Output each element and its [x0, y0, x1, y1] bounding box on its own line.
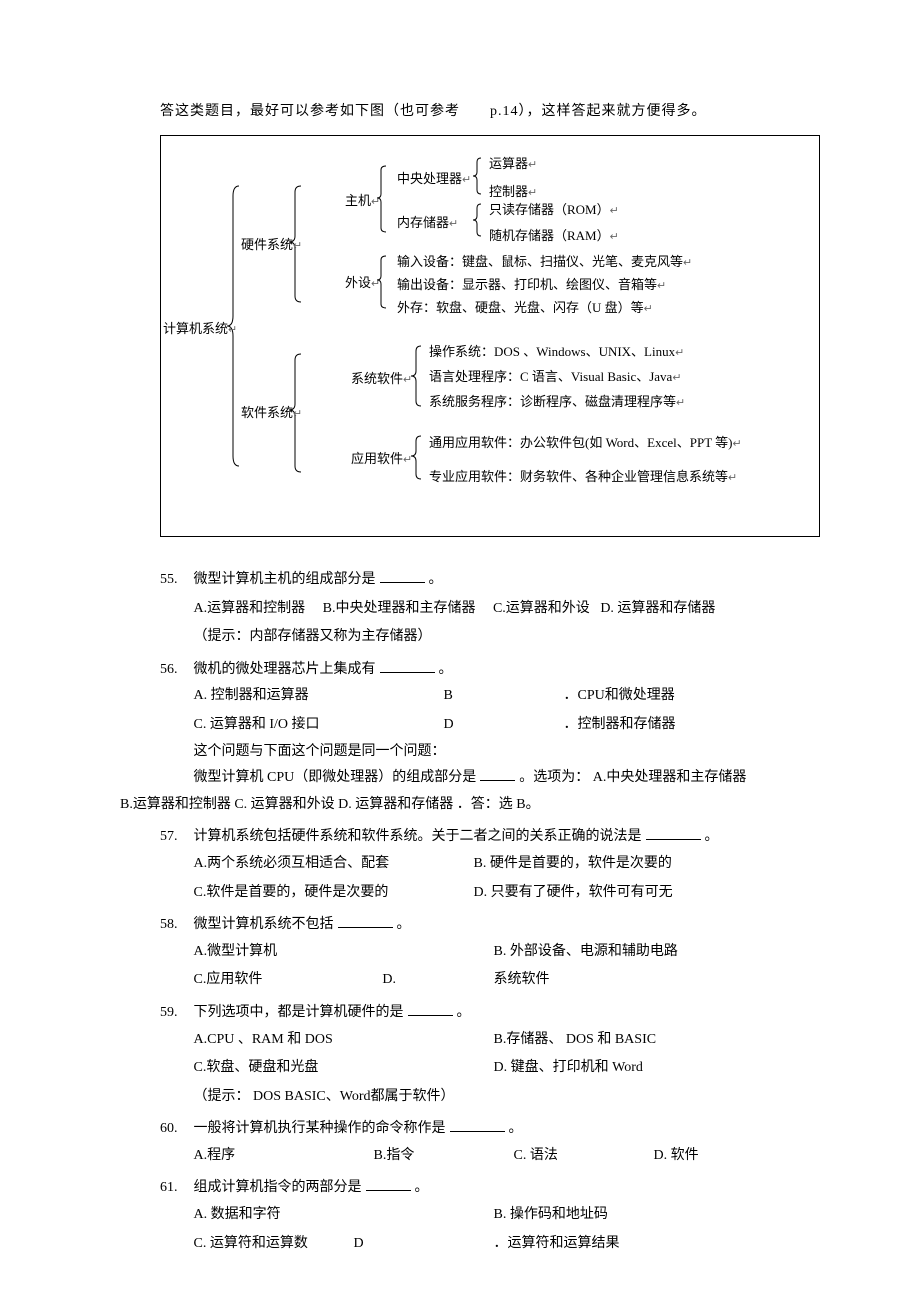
q56-sub-right: 。选项为： A.中央处理器和主存储器 [519, 770, 746, 785]
q58-c: C.应用软件 [194, 972, 263, 987]
diagram-mem: 内存储器↵ [397, 212, 458, 231]
question-59: 59. 下列选项中，都是计算机硬件的是。 A.CPU 、RAM 和 DOS B.… [160, 1000, 820, 1110]
diagram-host: 主机↵ [345, 190, 380, 209]
q59-stem: 下列选项中，都是计算机硬件的是 [194, 1005, 404, 1020]
system-diagram: 计算机系统↵ 硬件系统↵ 软件系统↵ 主机↵ 外设↵ 中央处理器↵ 内存储器↵ … [160, 135, 820, 537]
q56-a: A. 控制器和运算器 [194, 683, 444, 710]
q58-d-text: 系统软件 [494, 967, 814, 994]
q59-b: B.存储器、 DOS 和 BASIC [494, 1027, 814, 1054]
q59-d: D. 键盘、打印机和 Word [494, 1055, 814, 1082]
q56-c: C. 运算器和 I/O 接口 [194, 712, 444, 739]
diagram-periph: 外设↵ [345, 272, 380, 291]
diagram-os: 操作系统：DOS 、Windows、UNIX、Linux↵ [429, 341, 684, 360]
q59-num: 59. [160, 1000, 190, 1027]
diagram-svc: 系统服务程序：诊断程序、磁盘清理程序等↵ [429, 391, 685, 410]
document-page: 答这类题目，最好可以参考如下图（也可参考 p.14），这样答起来就方便得多。 计算… [0, 0, 920, 1303]
q60-a: A.程序 [194, 1143, 374, 1170]
diagram-hw: 硬件系统↵ [241, 234, 302, 253]
question-56: 56. 微机的微处理器芯片上集成有。 A. 控制器和运算器 B．CPU和微处理器… [160, 657, 820, 819]
diagram-cpu: 中央处理器↵ [397, 168, 471, 187]
q58-a: A.微型计算机 [194, 939, 494, 966]
q59-a: A.CPU 、RAM 和 DOS [194, 1027, 494, 1054]
q56-ans: B.运算器和控制器 C. 运算器和外设 D. 运算器和存储器 ．答：选 B。 [120, 792, 820, 819]
q56-b-text: ．CPU和微处理器 [564, 688, 675, 703]
q60-c: C. 语法 [514, 1143, 654, 1170]
diagram-input: 输入设备：键盘、鼠标、扫描仪、光笔、麦克风等↵ [397, 251, 692, 270]
diagram-special: 专业应用软件：财务软件、各种企业管理信息系统等↵ [429, 466, 737, 485]
q60-b: B.指令 [374, 1143, 514, 1170]
q55-b: B.中央处理器和主存储器 [323, 601, 476, 616]
q59-c: C.软盘、硬盘和光盘 [194, 1055, 494, 1082]
q61-num: 61. [160, 1175, 190, 1202]
q57-c: C.软件是首要的，硬件是次要的 [194, 880, 474, 907]
q58-num: 58. [160, 912, 190, 939]
q57-num: 57. [160, 824, 190, 851]
question-57: 57. 计算机系统包括硬件系统和软件系统。关于二者之间的关系正确的说法是。 A.… [160, 824, 820, 906]
diagram-rom: 只读存储器（ROM）↵ [489, 199, 619, 218]
q61-c: C. 运算符和运算数 [194, 1236, 308, 1251]
q57-stem: 计算机系统包括硬件系统和软件系统。关于二者之间的关系正确的说法是 [194, 829, 642, 844]
q55-c: C.运算器和外设 [493, 601, 590, 616]
question-60: 60. 一般将计算机执行某种操作的命令称作是。 A.程序 B.指令 C. 语法 … [160, 1116, 820, 1169]
q56-d-label: D [444, 712, 564, 739]
q55-num: 55. [160, 567, 190, 594]
q58-d-label: D. [382, 972, 396, 987]
q61-a: A. 数据和字符 [194, 1202, 494, 1229]
q56-num: 56. [160, 657, 190, 684]
q55-stem: 微型计算机主机的组成部分是 [194, 572, 376, 587]
q56-d-text: ．控制器和存储器 [564, 717, 676, 732]
q59-note: （提示： DOS BASIC、Word都属于软件） [194, 1084, 814, 1111]
q58-stem: 微型计算机系统不包括 [194, 917, 334, 932]
q55-a: A.运算器和控制器 [194, 601, 306, 616]
q56-same: 这个问题与下面这个问题是同一个问题： [194, 739, 814, 766]
intro-right: p.14），这样答起来就方便得多。 [490, 104, 707, 119]
q61-d-label: D [354, 1231, 494, 1258]
diagram-extstore: 外存：软盘、硬盘、光盘、闪存（U 盘）等↵ [397, 297, 653, 316]
q57-d: D. 只要有了硬件，软件可有可无 [474, 880, 814, 907]
q57-a: A.两个系统必须互相适合、配套 [194, 851, 474, 878]
question-58: 58. 微型计算机系统不包括。 A.微型计算机 B. 外部设备、电源和辅助电路 … [160, 912, 820, 994]
q61-b: B. 操作码和地址码 [494, 1202, 814, 1229]
question-55: 55. 微型计算机主机的组成部分是。 A.运算器和控制器 B.中央处理器和主存储… [160, 567, 820, 651]
diagram-ram: 随机存储器（RAM）↵ [489, 225, 619, 244]
diagram-sw: 软件系统↵ [241, 402, 302, 421]
q61-d-text: ．运算符和运算结果 [494, 1236, 620, 1251]
diagram-alu: 运算器↵ [489, 153, 537, 172]
diagram-general: 通用应用软件：办公软件包(如 Word、Excel、PPT 等)↵ [429, 432, 742, 451]
q60-d: D. 软件 [654, 1143, 699, 1170]
q55-note: （提示：内部存储器又称为主存储器） [194, 624, 814, 651]
diagram-root: 计算机系统↵ [163, 318, 237, 337]
diagram-output: 输出设备：显示器、打印机、绘图仪、音箱等↵ [397, 274, 666, 293]
q56-stem: 微机的微处理器芯片上集成有 [194, 662, 376, 677]
diagram-appsw: 应用软件↵ [351, 448, 412, 467]
diagram-ctrl: 控制器↵ [489, 181, 537, 200]
diagram-lang: 语言处理程序：C 语言、Visual Basic、Java↵ [429, 366, 682, 385]
q57-b: B. 硬件是首要的，软件是次要的 [474, 851, 814, 878]
q60-stem: 一般将计算机执行某种操作的命令称作是 [194, 1121, 446, 1136]
q56-b-label: B [444, 683, 564, 710]
intro-left: 答这类题目，最好可以参考如下图（也可参考 [160, 104, 460, 119]
q55-d: D. 运算器和存储器 [600, 601, 715, 616]
diagram-syssw: 系统软件↵ [351, 368, 412, 387]
q60-num: 60. [160, 1116, 190, 1143]
q61-stem: 组成计算机指令的两部分是 [194, 1180, 362, 1195]
q56-sub-left: 微型计算机 CPU（即微处理器）的组成部分是 [194, 770, 477, 785]
question-61: 61. 组成计算机指令的两部分是。 A. 数据和字符 B. 操作码和地址码 C.… [160, 1175, 820, 1257]
intro-text: 答这类题目，最好可以参考如下图（也可参考 p.14），这样答起来就方便得多。 [160, 100, 820, 120]
q58-b: B. 外部设备、电源和辅助电路 [494, 939, 814, 966]
